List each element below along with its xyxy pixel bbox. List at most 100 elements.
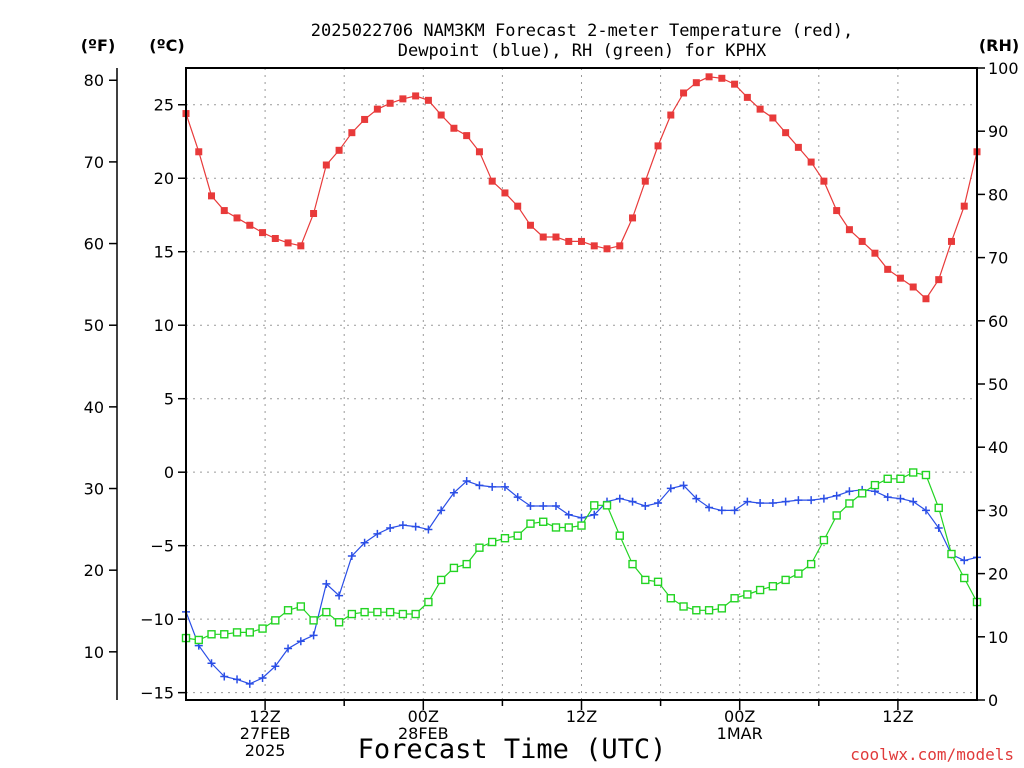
temperature-point bbox=[884, 265, 892, 273]
temperature-point bbox=[335, 146, 343, 154]
celsius-tick-label: 5 bbox=[164, 390, 174, 409]
dewpoint-point bbox=[335, 591, 344, 600]
rh-point bbox=[296, 602, 306, 611]
celsius-tick-label: 10 bbox=[154, 316, 174, 335]
rh-point bbox=[857, 489, 867, 498]
temperature-point bbox=[208, 192, 216, 200]
time-tick-label: 2025 bbox=[245, 741, 286, 760]
dewpoint-point bbox=[679, 481, 688, 490]
celsius-unit-label: (ºC) bbox=[149, 36, 184, 55]
rh-tick-label: 100 bbox=[988, 59, 1019, 78]
celsius-tick-label: −5 bbox=[150, 537, 174, 556]
temperature-point bbox=[526, 221, 534, 229]
rh-point bbox=[220, 630, 229, 639]
rh-point bbox=[334, 618, 344, 627]
time-tick-label: 12Z bbox=[249, 707, 280, 726]
temperature-point bbox=[629, 214, 637, 222]
temperature-point bbox=[960, 202, 968, 210]
chart-title-line1: 2025022706 NAM3KM Forecast 2-meter Tempe… bbox=[311, 21, 853, 41]
time-tick-label: 1MAR bbox=[717, 724, 763, 743]
temperature-point bbox=[871, 249, 879, 257]
rh-point bbox=[551, 523, 561, 532]
temperature-point bbox=[233, 214, 241, 222]
rh-point bbox=[819, 535, 829, 545]
dewpoint-point bbox=[551, 501, 560, 510]
rh-point bbox=[360, 607, 369, 617]
temperature-point bbox=[399, 95, 407, 103]
time-tick-label: 12Z bbox=[882, 707, 913, 726]
dewpoint-point bbox=[896, 494, 905, 503]
temperature-point bbox=[667, 111, 675, 119]
dewpoint-point bbox=[475, 481, 484, 490]
rh-point bbox=[577, 521, 586, 530]
temperature-point bbox=[590, 242, 598, 250]
dewpoint-point bbox=[654, 499, 663, 508]
temperature-point bbox=[654, 142, 662, 150]
time-tick-label: 27FEB bbox=[240, 724, 291, 743]
rh-tick-label: 90 bbox=[988, 122, 1008, 141]
fahrenheit-tick-label: 70 bbox=[84, 153, 104, 172]
rh-point bbox=[385, 607, 395, 617]
dewpoint-point bbox=[794, 496, 803, 505]
rh-point bbox=[526, 519, 535, 528]
rh-point bbox=[615, 531, 624, 540]
dewpoint-point bbox=[960, 556, 969, 565]
rh-point bbox=[666, 594, 676, 603]
rh-tick-label: 30 bbox=[988, 501, 1008, 520]
temperature-point bbox=[769, 114, 777, 122]
rh-point bbox=[245, 628, 254, 637]
rh-tick-label: 0 bbox=[988, 691, 998, 710]
dewpoint-point bbox=[207, 659, 216, 668]
rh-point bbox=[449, 563, 459, 573]
rh-point bbox=[283, 606, 293, 615]
rh-point bbox=[539, 517, 548, 526]
rh-point bbox=[232, 628, 242, 637]
temperature-point bbox=[718, 74, 726, 82]
rh-point bbox=[436, 575, 446, 585]
rh-point bbox=[322, 607, 331, 617]
dewpoint-point bbox=[590, 510, 599, 519]
temperature-point bbox=[361, 115, 369, 123]
temperature-point bbox=[424, 96, 432, 104]
rh-point bbox=[755, 585, 765, 595]
dewpoint-point bbox=[819, 494, 828, 503]
dewpoint-point bbox=[692, 494, 701, 503]
temperature-point bbox=[641, 177, 649, 185]
dewpoint-point bbox=[500, 482, 509, 491]
dewpoint-point bbox=[845, 487, 854, 496]
series-rh bbox=[181, 468, 982, 645]
fahrenheit-axis: 10 20 30 40 50 60 70 80 bbox=[84, 71, 117, 662]
series-temperature bbox=[182, 73, 981, 303]
temperature-point bbox=[386, 99, 394, 107]
series-layer bbox=[181, 73, 982, 688]
rh-point bbox=[411, 609, 420, 619]
temperature-point bbox=[514, 202, 522, 210]
rh-point bbox=[373, 607, 382, 617]
rh-point bbox=[679, 602, 688, 611]
dewpoint-point bbox=[322, 579, 331, 588]
temperature-point bbox=[833, 207, 841, 215]
dewpoint-point bbox=[743, 497, 752, 506]
dewpoint-point bbox=[921, 506, 930, 515]
rh-point bbox=[653, 577, 663, 587]
rh-point bbox=[934, 503, 943, 513]
dewpoint-point bbox=[832, 491, 841, 500]
temperature-point bbox=[616, 242, 624, 250]
temperature-point bbox=[450, 124, 458, 132]
celsius-tick-label: −10 bbox=[140, 610, 174, 629]
time-tick-label: 12Z bbox=[566, 707, 597, 726]
temperature-point bbox=[463, 132, 471, 140]
rh-point bbox=[947, 549, 956, 559]
rh-point bbox=[207, 630, 216, 639]
time-tick-label: 28FEB bbox=[398, 724, 449, 743]
dewpoint-point bbox=[934, 524, 943, 533]
dewpoint-point bbox=[284, 644, 293, 653]
rh-tick-label: 20 bbox=[988, 565, 1008, 584]
chart-title-line2: Dewpoint (blue), RH (green) for KPHX bbox=[398, 41, 767, 61]
fahrenheit-tick-label: 20 bbox=[84, 561, 104, 580]
rh-axis: 0 10 20 30 40 50 60 70 80 90 100 bbox=[977, 59, 1019, 710]
rh-point bbox=[909, 468, 918, 477]
celsius-tick-label: 0 bbox=[164, 463, 174, 482]
celsius-axis: −15 −10 −5 0 5 10 15 20 25 bbox=[140, 96, 186, 703]
